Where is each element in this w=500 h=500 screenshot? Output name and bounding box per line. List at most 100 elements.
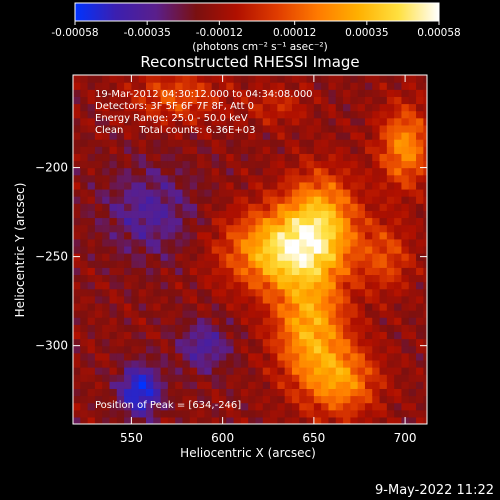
heatmap-cell (255, 295, 264, 304)
heatmap-cell (226, 295, 235, 304)
heatmap-cell (343, 409, 351, 418)
heatmap-cell (291, 374, 300, 382)
heatmap-cell (379, 210, 388, 219)
heatmap-cell (328, 203, 337, 211)
heatmap-cell (343, 146, 351, 154)
heatmap-cell (408, 295, 417, 304)
heatmap-cell (226, 181, 235, 190)
heatmap-cell (401, 388, 410, 397)
heatmap-cell (284, 295, 293, 304)
heatmap-cell (379, 367, 388, 375)
heatmap-cell (182, 281, 191, 290)
heatmap-cell (73, 260, 81, 268)
heatmap-cell (102, 174, 111, 183)
heatmap-cell (394, 374, 403, 382)
heatmap-cell (218, 139, 227, 147)
heatmap-cell (299, 374, 308, 382)
heatmap-cell (277, 139, 286, 147)
heatmap-cell (109, 139, 118, 147)
heatmap-cell (248, 139, 257, 147)
heatmap-cell (94, 196, 103, 204)
heatmap-cell (372, 402, 381, 411)
heatmap-cell (386, 210, 395, 219)
heatmap-cell (189, 181, 198, 190)
heatmap-cell (160, 310, 169, 318)
heatmap-cell (364, 231, 373, 240)
heatmap-cell (372, 153, 381, 162)
heatmap-cell (262, 253, 271, 261)
heatmap-cell (335, 395, 344, 404)
heatmap-cell (357, 352, 366, 361)
heatmap-cell (394, 381, 403, 389)
heatmap-cell (262, 302, 271, 311)
heatmap-cell (175, 331, 184, 340)
heatmap-cell (124, 153, 132, 162)
heatmap-cell (291, 181, 300, 190)
heatmap-cell (328, 139, 337, 147)
heatmap-cell (145, 188, 154, 197)
heatmap-cell (189, 89, 198, 97)
heatmap-cell (153, 402, 162, 411)
heatmap-cell (175, 210, 184, 219)
heatmap-cell (197, 96, 205, 105)
heatmap-cell (343, 352, 351, 361)
heatmap-cell (182, 331, 191, 340)
heatmap-cell (189, 82, 198, 90)
heatmap-cell (343, 288, 351, 297)
heatmap-cell (299, 402, 308, 411)
heatmap-cell (189, 274, 198, 283)
heatmap-cell (401, 238, 410, 247)
heatmap-cell (386, 395, 395, 404)
heatmap-cell (328, 245, 337, 254)
heatmap-cell (218, 224, 227, 233)
heatmap-cell (211, 203, 220, 211)
heatmap-cell (262, 196, 271, 204)
heatmap-cell (357, 388, 366, 397)
heatmap-cell (160, 146, 169, 154)
heatmap-cell (175, 367, 184, 375)
heatmap-cell (372, 117, 381, 126)
heatmap-cell (131, 231, 140, 240)
heatmap-cell (350, 288, 359, 297)
heatmap-cell (321, 295, 330, 304)
heatmap-cell (416, 160, 424, 169)
heatmap-cell (145, 352, 154, 361)
heatmap-cell (73, 295, 81, 304)
heatmap-cell (277, 374, 286, 382)
heatmap-cell (401, 82, 410, 90)
heatmap-cell (153, 210, 162, 219)
heatmap-cell (335, 181, 344, 190)
heatmap-cell (211, 245, 220, 254)
heatmap-cell (255, 181, 264, 190)
heatmap-cell (233, 131, 242, 140)
heatmap-cell (131, 388, 140, 397)
heatmap-cell (153, 295, 162, 304)
heatmap-cell (197, 153, 205, 162)
heatmap-cell (423, 374, 427, 382)
heatmap-cell (416, 331, 424, 340)
heatmap-cell (197, 253, 205, 261)
heatmap-cell (248, 117, 257, 126)
heatmap-cell (160, 409, 169, 418)
heatmap-cell (189, 352, 198, 361)
heatmap-cell (394, 409, 403, 418)
heatmap-cell (226, 359, 235, 368)
heatmap-cell (175, 260, 184, 268)
heatmap-cell (226, 103, 235, 112)
heatmap-cell (379, 131, 388, 140)
heatmap-cell (233, 388, 242, 397)
heatmap-cell (386, 196, 395, 204)
heatmap-cell (408, 381, 417, 389)
heatmap-cell (386, 281, 395, 290)
heatmap-cell (350, 310, 359, 318)
heatmap-cell (416, 96, 424, 105)
heatmap-cell (226, 324, 235, 333)
heatmap-cell (313, 274, 322, 283)
heatmap-cell (262, 402, 271, 411)
heatmap-cell (182, 224, 191, 233)
heatmap-cell (255, 89, 264, 97)
heatmap-cell (153, 75, 162, 83)
heatmap-cell (255, 345, 264, 354)
heatmap-cell (197, 352, 205, 361)
heatmap-cell (182, 324, 191, 333)
